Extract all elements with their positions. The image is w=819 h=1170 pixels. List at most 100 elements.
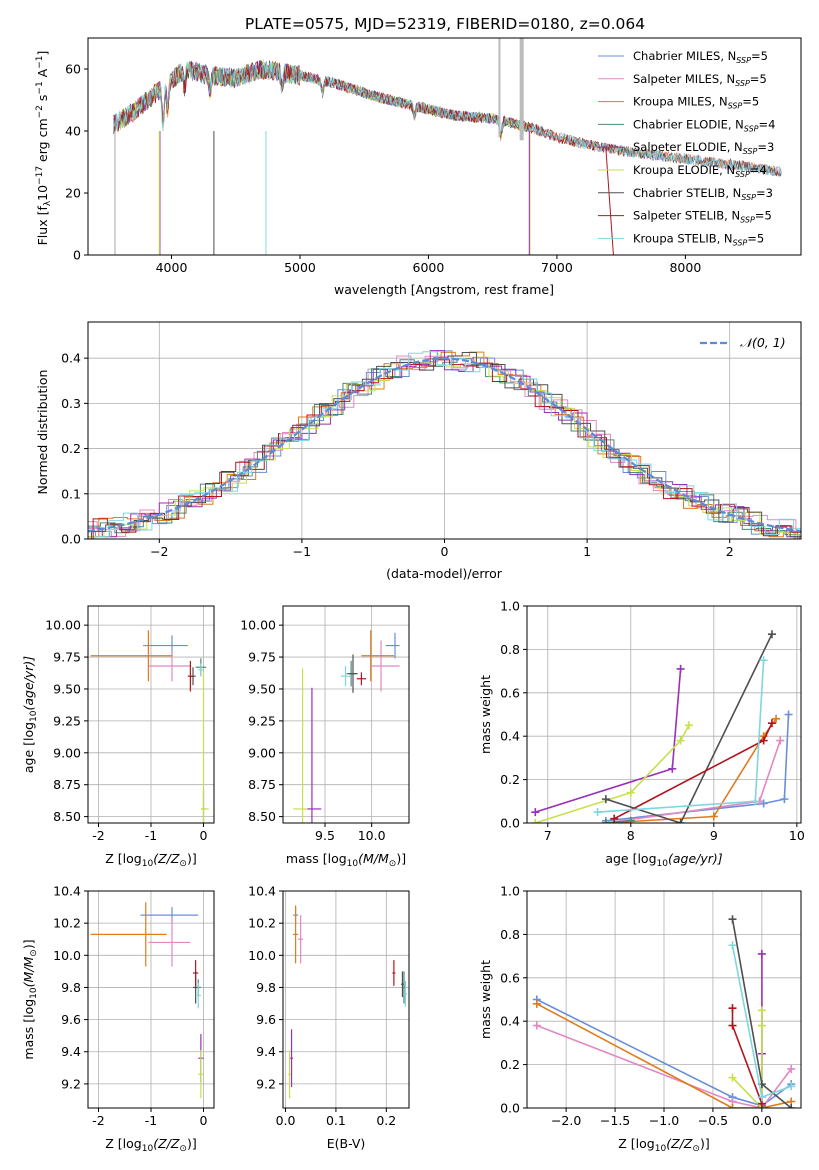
y-tick-label: 10.0: [53, 948, 81, 963]
weight-marker: [531, 819, 540, 823]
label-part: Chabrier MILES: [633, 49, 720, 63]
x-tick-label: 2: [726, 544, 734, 559]
weight-marker: [601, 795, 610, 804]
label-part: , N: [712, 95, 728, 109]
weight-marker: [593, 808, 602, 817]
age_vs_Z-panel: -2 -1 0 8.50 8.75 9.00 9.25 9.50 9.75 10.00 Z [log…: [21, 605, 215, 869]
weight-marker: [728, 1004, 737, 1013]
weight-marker: [757, 949, 766, 958]
label-part: Chabrier ELODIE: [633, 117, 728, 131]
label-part: SSP: [744, 124, 759, 133]
label-part: =: [757, 140, 767, 154]
label-part: SSP: [740, 216, 755, 225]
y-axis-label: mass [log10(M/M⊙)]: [21, 939, 39, 1059]
label-part: 5: [764, 209, 771, 223]
axes-frame: [282, 890, 410, 1109]
weight-marker: [531, 808, 540, 817]
weight-marker: [601, 819, 610, 823]
weight-marker: [626, 816, 635, 823]
label-part: , N: [717, 231, 733, 245]
histogram-7: [92, 359, 801, 539]
histogram-5: [89, 356, 801, 539]
label-part: 4: [768, 117, 775, 131]
label-part: age [log: [21, 722, 36, 773]
histogram-1: [88, 355, 797, 539]
histogram-2: [88, 351, 799, 539]
label-part: ]: [35, 51, 50, 56]
label-part: 10: [29, 710, 39, 722]
label-part: SSP: [741, 193, 756, 202]
x-tick-label: 4000: [156, 260, 188, 275]
y-tick-label: 9.4: [256, 1044, 276, 1059]
label-part: Salpeter MILES: [633, 72, 719, 86]
y-tick-label: 0.0: [500, 1101, 520, 1116]
weight-series-6: [605, 633, 773, 823]
y-tick-label: 9.6: [61, 1012, 81, 1027]
y-tick-label: 0.3: [61, 396, 81, 411]
label-part: =: [755, 209, 765, 223]
weight-series-5: [731, 1010, 763, 1108]
legend-entry: 𝒩(0, 1): [740, 335, 786, 350]
x-axis-label: Z [log10(Z/Z⊙)]: [618, 1136, 709, 1154]
x-tick-label: 0: [441, 544, 449, 559]
weight-series-0: [536, 998, 792, 1107]
y-tick-label: 60: [65, 62, 81, 77]
legend-entry: Kroupa STELIB, NSSP=5: [633, 231, 764, 247]
legend-entry: Kroupa MILES, NSSP=5: [633, 95, 759, 111]
y-tick-label: 10.4: [53, 884, 81, 899]
y-tick-label: 40: [65, 124, 81, 139]
weight-marker: [532, 1021, 541, 1030]
weight-marker: [759, 656, 768, 665]
age_vs_Z-plot: [90, 630, 209, 823]
y-tick-label: 9.50: [248, 681, 276, 696]
y-tick-label: 10.4: [248, 884, 276, 899]
weight_vs_Z-plot: [532, 915, 796, 1108]
label-part: SSP: [736, 56, 751, 65]
x-tick-label: 10: [789, 828, 805, 843]
label-part: )]: [21, 939, 36, 949]
legend-entry: Salpeter ELODIE, NSSP=3: [633, 140, 774, 156]
label-part: =: [751, 49, 761, 63]
weight-marker: [709, 812, 718, 821]
label-part: (Z/Z: [153, 1136, 180, 1151]
x-tick-label: 9.5: [315, 828, 335, 843]
chart-title: PLATE=0575, MJD=52319, FIBERID=0180, z=0…: [245, 15, 645, 33]
mass_vs_ebv-panel: 0.0 0.1 0.2 9.2 9.4 9.6 9.8 10.0 10.2 10.4 E(B-V): [248, 884, 410, 1151]
y-tick-label: 0.6: [500, 685, 520, 700]
label-part: (age/yr)]: [21, 656, 36, 711]
sky-line: [498, 38, 501, 138]
label-part: SSP: [733, 238, 748, 247]
axes-frame: [87, 37, 802, 256]
y-tick-label: 9.50: [53, 681, 81, 696]
x-tick-label: −1.5: [600, 1113, 630, 1128]
label-part: Z [log: [105, 851, 141, 866]
spectrum-series-8: [113, 61, 782, 176]
label-part: 5: [752, 95, 759, 109]
label-part: age [log: [605, 851, 656, 866]
gaussian-curve: [88, 357, 801, 533]
y-axis-label: mass weight: [478, 960, 493, 1039]
x-tick-label: −0.5: [698, 1113, 728, 1128]
age_vs_mass-panel: 9.5 10.0 8.50 8.75 9.00 9.25 9.50 9.75 10.00 mass…: [240, 605, 410, 869]
label-part: (Z/Z: [666, 1136, 693, 1151]
x-tick-label: 8: [627, 828, 635, 843]
y-tick-label: 0.4: [500, 729, 520, 744]
label-part: −1: [35, 56, 45, 69]
y-tick-label: 8.75: [53, 777, 81, 792]
x-tick-label: -1: [145, 1113, 157, 1128]
y-tick-label: 8.50: [53, 809, 81, 824]
label-part: λ: [43, 200, 53, 206]
residuals-plot: [88, 350, 801, 539]
label-part: SSP: [735, 79, 750, 88]
label-part: erg cm: [35, 118, 50, 166]
y-tick-label: 10.2: [248, 916, 276, 931]
label-part: )]: [187, 1136, 197, 1151]
label-part: mass [log: [21, 999, 36, 1060]
y-tick-label: 9.8: [61, 980, 81, 995]
y-tick-label: 9.6: [256, 1012, 276, 1027]
x-tick-label: −1: [293, 544, 311, 559]
label-part: )]: [700, 1136, 710, 1151]
label-part: mass [log: [286, 851, 347, 866]
weight-marker: [759, 736, 768, 745]
